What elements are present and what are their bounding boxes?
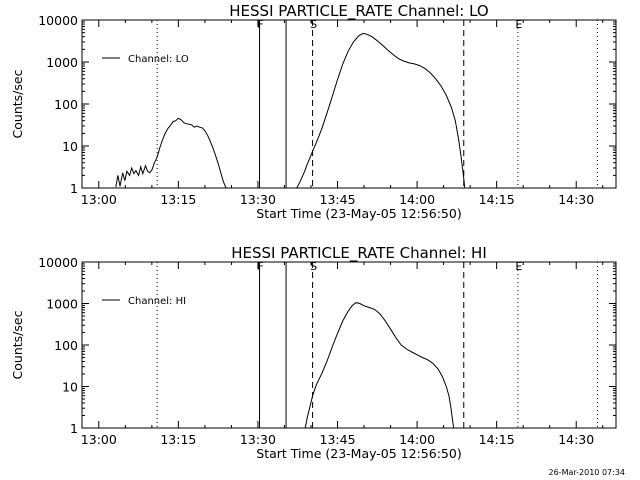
event-markers (156, 20, 598, 188)
y-tick-label: 1 (70, 421, 78, 436)
y-tick-label: 100 (54, 338, 78, 353)
marker-label: S (310, 18, 317, 31)
legend: Channel: HI (102, 296, 186, 307)
y-tick-label: 1000 (46, 55, 78, 70)
chart-title: HESSI PARTICLE_RATE Channel: HI (231, 244, 487, 263)
x-tick-label: 14:00 (399, 192, 435, 207)
x-tick-label: 13:00 (81, 192, 117, 207)
y-axis: 1 10 100 1000 10000 (38, 255, 616, 436)
y-tick-label: 10000 (38, 255, 78, 270)
x-axis-label: Start Time (23-May-05 12:56:50) (256, 206, 461, 221)
marker-label: F (257, 18, 263, 31)
y-tick-label: 10 (62, 380, 78, 395)
marker-label: F (257, 260, 263, 273)
series-group (115, 32, 466, 188)
x-tick-label: 13:45 (320, 432, 356, 447)
marker-label: E (515, 18, 522, 31)
panel-lo: HESSI PARTICLE_RATE Channel: LO 13:00 13:1… (10, 2, 617, 221)
x-tick-label: 13:30 (240, 192, 276, 207)
y-tick-label: 10 (62, 139, 78, 154)
x-axis: 13:00 13:15 13:30 13:45 14:00 14:15 14:30 (81, 20, 604, 207)
y-axis: 1 10 100 1000 10000 (38, 13, 616, 196)
plot-frame (81, 19, 617, 189)
x-tick-label: 13:30 (240, 432, 276, 447)
x-tick-label: 13:15 (160, 432, 196, 447)
x-tick-label: 14:00 (399, 432, 435, 447)
x-axis: 13:00 13:15 13:30 13:45 14:00 14:15 14:30 (81, 262, 604, 447)
y-tick-label: 10000 (38, 13, 78, 28)
legend: Channel: LO (102, 54, 189, 65)
marker-label: E (515, 260, 522, 273)
x-tick-label: 13:00 (81, 432, 117, 447)
x-tick-label: 14:15 (479, 432, 515, 447)
x-tick-label: 13:15 (160, 192, 196, 207)
plot-frame (81, 261, 617, 429)
y-axis-label: Counts/sec (10, 69, 25, 138)
footer-timestamp: 26-Mar-2010 07:34 (549, 468, 626, 477)
x-tick-label: 13:45 (320, 192, 356, 207)
marker-label: S (310, 260, 317, 273)
series-line (304, 302, 455, 428)
series-line (296, 32, 466, 188)
y-axis-label: Counts/sec (10, 310, 25, 379)
series-group (304, 302, 455, 428)
event-markers (156, 262, 598, 428)
series-line (115, 117, 227, 188)
x-axis-label: Start Time (23-May-05 12:56:50) (256, 446, 461, 461)
x-tick-label: 14:30 (558, 432, 594, 447)
x-tick-label: 14:30 (558, 192, 594, 207)
legend-label: Channel: LO (128, 54, 189, 65)
legend-label: Channel: HI (128, 296, 186, 307)
chart-title: HESSI PARTICLE_RATE Channel: LO (229, 2, 488, 21)
y-tick-label: 100 (54, 97, 78, 112)
y-tick-label: 1000 (46, 297, 78, 312)
x-tick-label: 14:15 (479, 192, 515, 207)
panel-hi: HESSI PARTICLE_RATE Channel: HI 13:00 13:1… (10, 244, 617, 461)
y-tick-label: 1 (70, 181, 78, 196)
